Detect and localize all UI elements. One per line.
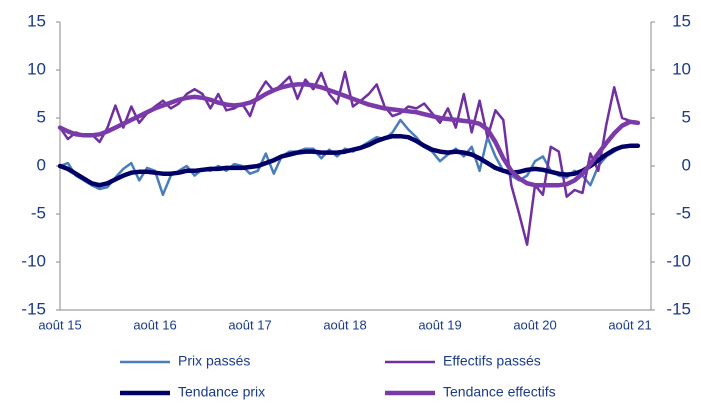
y-tick-label: -15 — [21, 299, 46, 318]
y2-tick-label: -5 — [676, 203, 691, 222]
legend-label: Effectifs passés — [443, 353, 541, 369]
y-tick-label: 0 — [37, 155, 46, 174]
x-tick-label: août 15 — [38, 317, 81, 332]
x-tick-label: août 21 — [608, 317, 651, 332]
x-tick-label: août 19 — [418, 317, 461, 332]
y-tick-label: -5 — [31, 203, 46, 222]
y-tick-label: 5 — [37, 107, 46, 126]
y2-tick-label: 0 — [682, 155, 691, 174]
legend-label: Prix passés — [178, 353, 250, 369]
x-tick-label: août 20 — [513, 317, 556, 332]
legend-label: Tendance prix — [178, 384, 265, 400]
y-tick-label: -10 — [21, 251, 46, 270]
y2-tick-label: 10 — [672, 59, 691, 78]
legend-label: Tendance effectifs — [443, 384, 556, 400]
y-tick-label: 10 — [27, 59, 46, 78]
x-tick-label: août 16 — [133, 317, 176, 332]
y-tick-label: 15 — [27, 11, 46, 30]
y2-tick-label: 15 — [672, 11, 691, 30]
series-line — [57, 82, 641, 188]
x-tick-label: août 18 — [323, 317, 366, 332]
y2-tick-label: -10 — [666, 251, 691, 270]
x-tick-label: août 17 — [228, 317, 271, 332]
series-line — [57, 133, 641, 188]
y2-tick-label: 5 — [682, 107, 691, 126]
y2-tick-label: -15 — [666, 299, 691, 318]
